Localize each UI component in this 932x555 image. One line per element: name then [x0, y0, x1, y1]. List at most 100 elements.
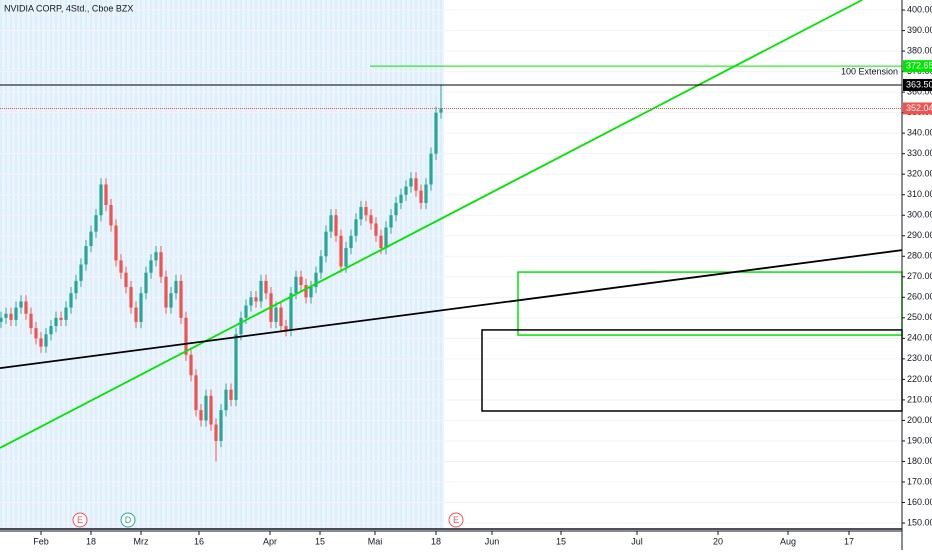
candle-body: [399, 194, 403, 203]
candle-body: [354, 219, 358, 236]
event-label: D: [125, 515, 132, 525]
y-tick-label: 360.00: [907, 87, 932, 97]
candle-body: [9, 313, 13, 320]
candle-body: [304, 285, 308, 298]
y-tick-label: 300.00: [907, 210, 932, 220]
x-tick-label: Aug: [780, 536, 796, 546]
candle-body: [309, 287, 313, 298]
candle-body: [129, 287, 133, 308]
candle-body: [124, 272, 128, 288]
y-tick-label: 390.00: [907, 25, 932, 35]
event-marker: [72, 512, 88, 528]
y-tick-label: 220.00: [907, 374, 932, 384]
trend-line: [0, 249, 903, 369]
y-tick-label: 230.00: [907, 353, 932, 363]
event-label: E: [77, 515, 83, 525]
candle-body: [314, 272, 318, 288]
candle-body: [334, 215, 338, 236]
y-tick-label: 180.00: [907, 456, 932, 466]
candle-body: [369, 215, 373, 224]
candle-body: [384, 227, 388, 249]
candle-body: [14, 307, 18, 320]
x-tick-label: Jun: [485, 536, 500, 546]
y-tick-label: 240.00: [907, 333, 932, 343]
candle-body: [134, 307, 138, 322]
candle-body: [149, 260, 153, 273]
y-tick-label: 190.00: [907, 435, 932, 445]
candle-body: [74, 280, 78, 294]
candle-body: [114, 225, 118, 261]
candle-body: [319, 256, 323, 273]
candle-body: [264, 280, 268, 294]
candle-body: [389, 215, 393, 228]
candle-body: [119, 260, 123, 273]
y-tick-label: 290.00: [907, 230, 932, 240]
event-marker: [120, 512, 136, 528]
candle-body: [279, 307, 283, 327]
candle-body: [339, 235, 343, 267]
candle-body: [349, 235, 353, 249]
price-label: 363.50: [906, 79, 932, 89]
event-label: E: [453, 515, 459, 525]
x-tick-label: 15: [556, 536, 566, 546]
candle-body: [94, 215, 98, 232]
candle-body: [199, 410, 203, 421]
y-tick-label: 330.00: [907, 148, 932, 158]
candle-body: [219, 410, 223, 441]
candle-body: [254, 297, 258, 302]
candle-body: [159, 252, 163, 277]
candle-body: [324, 231, 328, 257]
x-tick-label: 17: [844, 536, 854, 546]
x-tick-label: 20: [713, 536, 723, 546]
y-tick-label: 310.00: [907, 189, 932, 199]
candle-body: [404, 186, 408, 195]
x-tick-label: 16: [194, 536, 204, 546]
y-tick-label: 280.00: [907, 251, 932, 261]
x-tick-label: Mrz: [134, 536, 149, 546]
candle-body: [104, 184, 108, 205]
candle-body: [79, 264, 83, 281]
candle-body: [209, 395, 213, 425]
candle-body: [329, 215, 333, 232]
candle-body: [64, 307, 68, 320]
y-tick-label: 250.00: [907, 312, 932, 322]
x-tick-label: Mai: [368, 536, 383, 546]
candle-body: [359, 207, 363, 220]
candle-body: [154, 252, 158, 261]
candle-body: [204, 395, 208, 421]
x-tick-label: Apr: [263, 536, 277, 546]
y-tick-label: 270.00: [907, 271, 932, 281]
candle-body: [274, 307, 278, 322]
x-tick-label: 15: [315, 536, 325, 546]
candle-body: [169, 293, 173, 308]
y-tick-label: 380.00: [907, 45, 932, 55]
y-tick-label: 170.00: [907, 476, 932, 486]
candle-body: [59, 317, 63, 320]
candle-body: [244, 305, 248, 318]
y-tick-label: 160.00: [907, 497, 932, 507]
candle-body: [179, 280, 183, 318]
y-tick-label: 210.00: [907, 394, 932, 404]
candle-body: [84, 246, 88, 265]
candle-body: [379, 235, 383, 249]
candle-body: [409, 178, 413, 187]
candle-body: [164, 276, 168, 308]
candle-body: [249, 297, 253, 306]
candle-body: [39, 338, 43, 347]
y-tick-label: 320.00: [907, 169, 932, 179]
x-tick-label: 18: [431, 536, 441, 546]
candle-body: [394, 202, 398, 216]
candle-body: [214, 424, 218, 441]
candle-body: [189, 354, 193, 376]
price-label-background: [903, 60, 932, 73]
y-tick-label: 400.00: [907, 4, 932, 14]
candle-body: [109, 204, 113, 226]
candle-body: [414, 178, 418, 191]
x-tick-label: Jul: [631, 536, 643, 546]
candle-body: [429, 153, 433, 185]
candle-body: [54, 317, 58, 327]
candle-body: [19, 301, 23, 308]
candle-body: [229, 389, 233, 400]
candle-body: [374, 223, 378, 236]
